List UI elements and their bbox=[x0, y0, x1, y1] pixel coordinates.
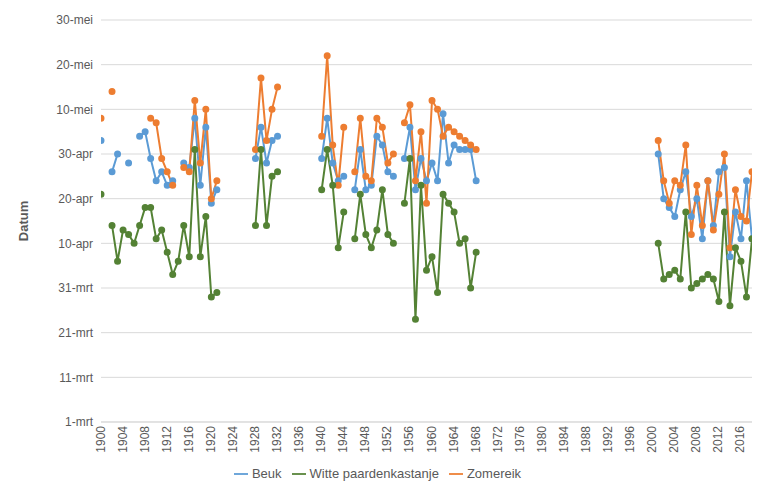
svg-text:10-apr: 10-apr bbox=[58, 237, 93, 251]
svg-text:11-mrt: 11-mrt bbox=[59, 371, 93, 385]
svg-text:30-mei: 30-mei bbox=[56, 13, 93, 27]
svg-text:20-mei: 20-mei bbox=[56, 58, 93, 72]
svg-text:1968: 1968 bbox=[469, 426, 483, 453]
svg-text:1996: 1996 bbox=[623, 426, 637, 453]
svg-text:1908: 1908 bbox=[138, 426, 152, 453]
svg-text:1900: 1900 bbox=[94, 426, 108, 453]
svg-text:Datum: Datum bbox=[16, 201, 31, 241]
svg-text:31-mrt: 31-mrt bbox=[58, 281, 93, 295]
svg-text:1952: 1952 bbox=[380, 426, 394, 453]
svg-text:1932: 1932 bbox=[270, 426, 284, 453]
svg-text:1976: 1976 bbox=[513, 426, 527, 453]
svg-text:1904: 1904 bbox=[116, 426, 130, 453]
svg-text:1916: 1916 bbox=[182, 426, 196, 453]
svg-text:1992: 1992 bbox=[601, 426, 615, 453]
svg-text:1928: 1928 bbox=[248, 426, 262, 453]
html-text:Zomereik: Zomereik bbox=[466, 466, 522, 481]
svg-text:1924: 1924 bbox=[226, 426, 240, 453]
svg-text:2008: 2008 bbox=[689, 426, 703, 453]
svg-text:1972: 1972 bbox=[491, 426, 505, 453]
svg-text:1984: 1984 bbox=[557, 426, 571, 453]
svg-text:1944: 1944 bbox=[336, 426, 350, 453]
svg-text:2016: 2016 bbox=[733, 426, 747, 453]
svg-text:20-apr: 20-apr bbox=[58, 192, 93, 206]
svg-text:21-mrt: 21-mrt bbox=[58, 326, 93, 340]
svg-text:1960: 1960 bbox=[425, 426, 439, 453]
svg-text:1980: 1980 bbox=[535, 426, 549, 453]
svg-text:2012: 2012 bbox=[711, 426, 725, 453]
svg-text:1-mrt: 1-mrt bbox=[65, 415, 94, 429]
svg-text:1912: 1912 bbox=[160, 426, 174, 453]
svg-text:1956: 1956 bbox=[402, 426, 416, 453]
svg-text:1920: 1920 bbox=[204, 426, 218, 453]
svg-text:1936: 1936 bbox=[292, 426, 306, 453]
svg-text:2004: 2004 bbox=[667, 426, 681, 453]
html-text:Beuk: Beuk bbox=[251, 466, 282, 481]
svg-text:1964: 1964 bbox=[447, 426, 461, 453]
svg-text:10-mei: 10-mei bbox=[56, 103, 93, 117]
svg-text:1988: 1988 bbox=[579, 426, 593, 453]
svg-text:2000: 2000 bbox=[645, 426, 659, 453]
svg-text:1940: 1940 bbox=[314, 426, 328, 453]
svg-text:30-apr: 30-apr bbox=[58, 147, 93, 161]
svg-text:1948: 1948 bbox=[358, 426, 372, 453]
html-text:Witte paardenkastanje: Witte paardenkastanje bbox=[309, 466, 439, 481]
